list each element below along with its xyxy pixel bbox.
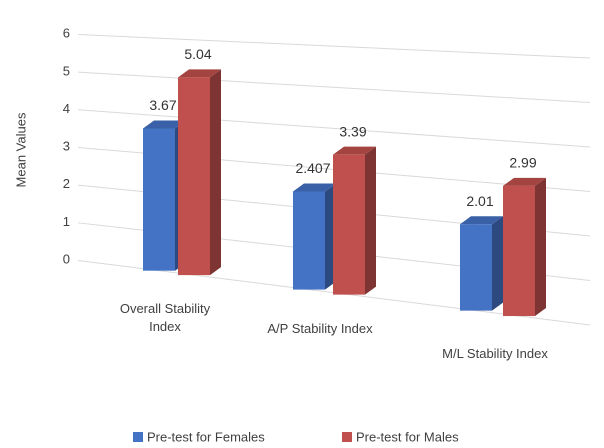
- bar-front: [503, 185, 535, 317]
- bar: [178, 69, 221, 276]
- data-label: 3.67: [149, 97, 176, 113]
- y-tick-label: 2: [63, 176, 70, 191]
- legend-label: Pre-test for Males: [356, 429, 459, 444]
- y-tick-label: 3: [63, 139, 70, 154]
- bar-top: [460, 216, 503, 225]
- bar: [293, 183, 336, 290]
- data-label: 3.39: [339, 123, 366, 139]
- data-label: 2.99: [509, 155, 536, 171]
- bar-top: [143, 120, 186, 129]
- bar-front: [333, 154, 365, 295]
- y-tick-label: 6: [63, 26, 70, 41]
- bar-side: [492, 216, 503, 311]
- x-tick-label-box: A/P Stability Index: [267, 321, 373, 336]
- bar: [503, 177, 546, 317]
- bar-top: [333, 146, 376, 155]
- bar-top: [293, 183, 336, 192]
- bar-side: [535, 177, 546, 317]
- bar-front: [293, 191, 325, 290]
- bar-top: [178, 69, 221, 78]
- y-tick-label: 4: [63, 101, 70, 116]
- grid-line: [77, 71, 591, 103]
- x-tick-label-box: M/L Stability Index: [442, 346, 548, 361]
- bar-front: [460, 224, 492, 311]
- bar-top: [503, 177, 546, 186]
- bar-side: [365, 146, 376, 295]
- y-tick-label: 5: [63, 63, 70, 78]
- data-label: 2.01: [466, 193, 493, 209]
- legend-swatch: [342, 432, 352, 442]
- x-tick-label: A/P Stability Index: [267, 321, 373, 336]
- y-tick-label: 0: [63, 251, 70, 266]
- bar: [333, 146, 376, 295]
- x-tick-label: Overall Stability Index: [119, 301, 211, 334]
- bar-front: [178, 77, 210, 276]
- data-label: 5.04: [184, 46, 211, 62]
- bar: [460, 216, 503, 311]
- data-label: 2.407: [295, 160, 330, 176]
- y-tick-label: 1: [63, 214, 70, 229]
- y-axis-label: Mean Values: [13, 112, 28, 187]
- bar-side: [210, 69, 221, 276]
- bar-front: [143, 128, 175, 271]
- legend-label: Pre-test for Females: [147, 429, 265, 444]
- x-tick-label-box: Overall Stability Index: [119, 301, 211, 334]
- legend-swatch: [133, 432, 143, 442]
- x-tick-label: M/L Stability Index: [442, 346, 548, 361]
- grid-line: [77, 109, 591, 148]
- grid-line: [77, 33, 591, 59]
